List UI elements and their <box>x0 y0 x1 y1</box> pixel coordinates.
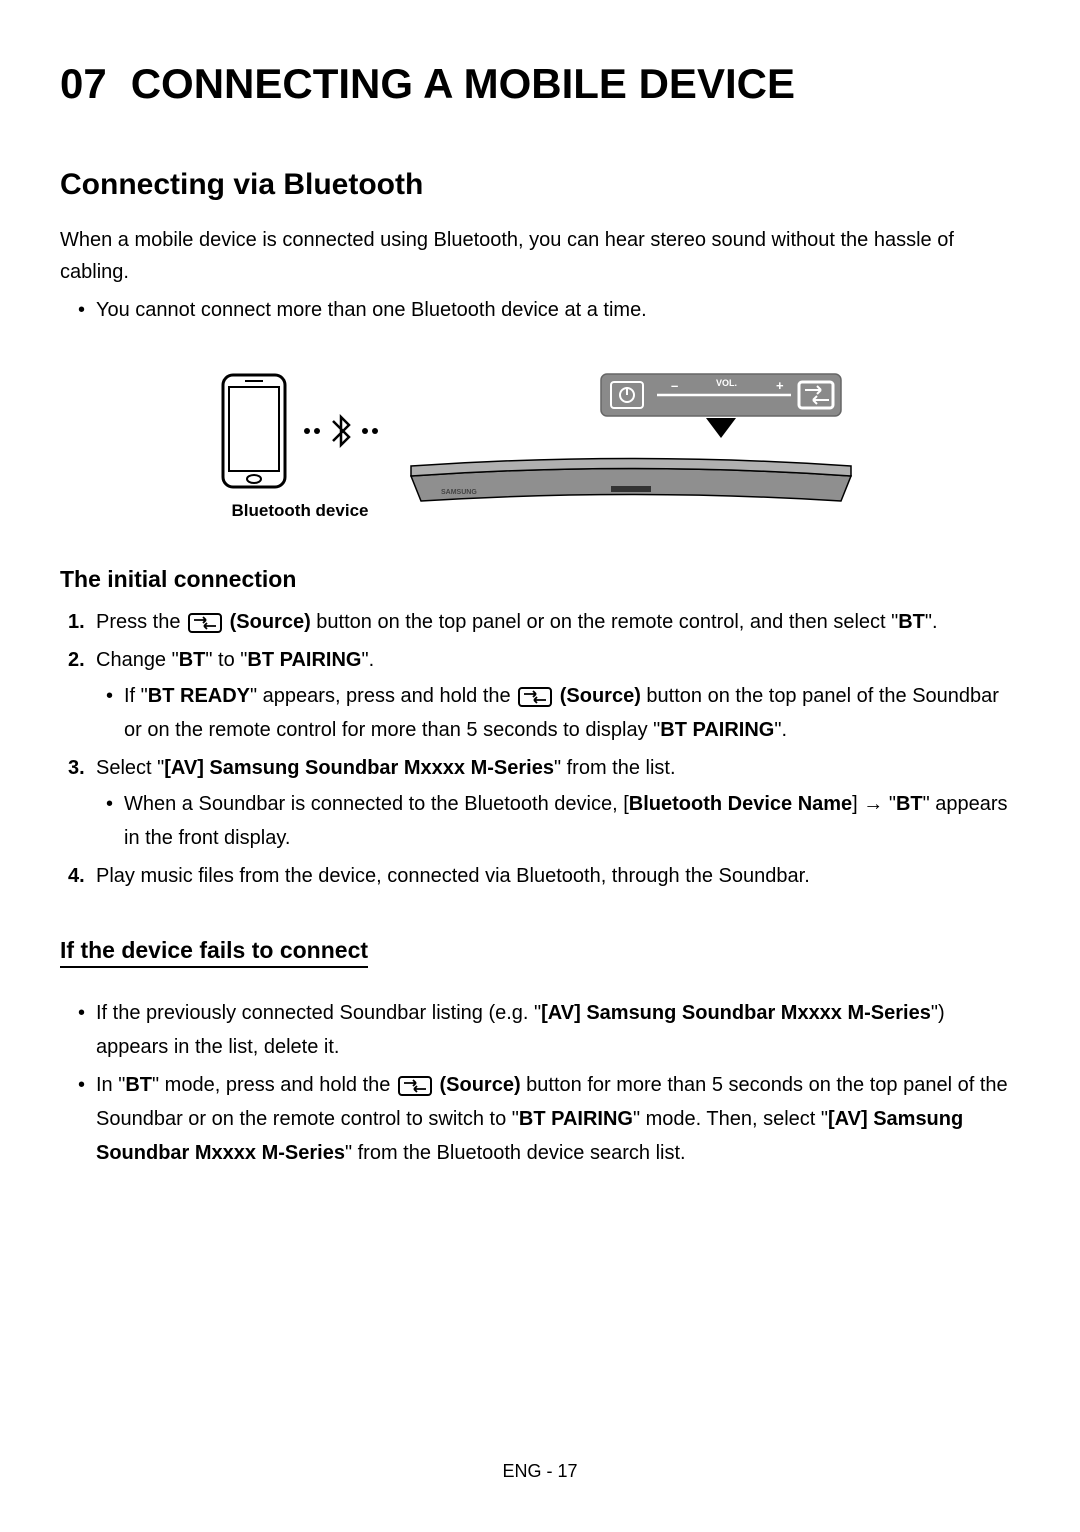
fail-list: If the previously connected Soundbar lis… <box>60 996 1020 1170</box>
step1-text-c: ". <box>925 611 938 633</box>
source-label-2: (Source) <box>560 685 641 707</box>
bt-pairing-text-2: BT PAIRING <box>660 719 774 741</box>
bt-ready-text: BT READY <box>148 685 250 707</box>
bt-text-2: BT <box>179 649 206 671</box>
step-3: 3. Select "[AV] Samsung Soundbar Mxxxx M… <box>96 751 1020 855</box>
page-footer: ENG - 17 <box>0 1461 1080 1482</box>
chapter-title: 07 CONNECTING A MOBILE DEVICE <box>60 60 1020 108</box>
samsung-label: SAMSUNG <box>441 489 477 496</box>
step-2: 2. Change "BT" to "BT PAIRING". If "BT R… <box>96 643 1020 747</box>
initial-steps: 1. Press the (Source) button on the top … <box>60 605 1020 893</box>
fail2-d: " mode. Then, select " <box>633 1108 828 1130</box>
fail2-a: In " <box>96 1074 125 1096</box>
step3-text-b: " from the list. <box>554 757 676 779</box>
fail-item-1: If the previously connected Soundbar lis… <box>96 996 1020 1064</box>
step4-text: Play music files from the device, connec… <box>96 865 810 887</box>
chapter-title-text: CONNECTING A MOBILE DEVICE <box>131 60 795 107</box>
fail1-a: If the previously connected Soundbar lis… <box>96 1002 541 1024</box>
fail-connect-title: If the device fails to connect <box>60 937 368 968</box>
step2-text-c: ". <box>361 649 374 671</box>
intro-note: You cannot connect more than one Bluetoo… <box>96 294 1020 326</box>
av-samsung-text: [AV] Samsung Soundbar Mxxxx M-Series <box>164 757 554 779</box>
step2-sub-item: If "BT READY" appears, press and hold th… <box>124 679 1020 747</box>
source-icon <box>518 687 552 707</box>
step1-text-b: button on the top panel or on the remote… <box>311 611 899 633</box>
source-icon <box>398 1076 432 1096</box>
bt-text-4: BT <box>125 1074 152 1096</box>
initial-connection-title: The initial connection <box>60 566 1020 593</box>
fail2-e: " from the Bluetooth device search list. <box>345 1142 686 1164</box>
step3-text-a: Select " <box>96 757 164 779</box>
svg-text:+: + <box>776 378 784 393</box>
av-samsung-text-2: [AV] Samsung Soundbar Mxxxx M-Series <box>541 1002 931 1024</box>
phone-icon <box>219 371 289 491</box>
intro-text: When a mobile device is connected using … <box>60 224 1020 288</box>
section-title: Connecting via Bluetooth <box>60 168 1020 202</box>
chapter-number: 07 <box>60 60 107 107</box>
bt-text: BT <box>898 611 925 633</box>
step1-text-a: Press the <box>96 611 186 633</box>
bluetooth-dots-icon <box>301 411 381 451</box>
step2-sub-b: " appears, press and hold the <box>250 685 516 707</box>
phone-wrapper: Bluetooth device <box>219 371 381 521</box>
svg-text:–: – <box>671 378 678 393</box>
bluetooth-diagram: Bluetooth device – VOL. + SAMSUNG <box>60 366 1020 526</box>
source-icon <box>188 613 222 633</box>
step2-sub-a: If " <box>124 685 148 707</box>
bt-pairing-text: BT PAIRING <box>247 649 361 671</box>
step-4: 4. Play music files from the device, con… <box>96 859 1020 893</box>
step2-text-a: Change " <box>96 649 179 671</box>
step2-text-b: " to " <box>205 649 247 671</box>
bt-device-name-text: Bluetooth Device Name <box>629 793 852 815</box>
intro-note-list: You cannot connect more than one Bluetoo… <box>60 294 1020 326</box>
phone-label: Bluetooth device <box>219 501 381 521</box>
source-label-3: (Source) <box>440 1074 521 1096</box>
bt-text-3: BT <box>896 793 923 815</box>
source-label: (Source) <box>230 611 311 633</box>
fail-item-2: In "BT" mode, press and hold the (Source… <box>96 1068 1020 1170</box>
step-1: 1. Press the (Source) button on the top … <box>96 605 1020 639</box>
step2-sub: If "BT READY" appears, press and hold th… <box>96 679 1020 747</box>
soundbar-icon: – VOL. + SAMSUNG <box>401 366 861 526</box>
step2-sub-d: ". <box>774 719 787 741</box>
bt-pairing-text-3: BT PAIRING <box>519 1108 633 1130</box>
step3-sub: When a Soundbar is connected to the Blue… <box>96 787 1020 855</box>
step3-sub-b: ] → " <box>852 793 896 815</box>
step3-sub-a: When a Soundbar is connected to the Blue… <box>124 793 629 815</box>
step3-sub-item: When a Soundbar is connected to the Blue… <box>124 787 1020 855</box>
fail2-b: " mode, press and hold the <box>152 1074 396 1096</box>
vol-label: VOL. <box>716 378 737 388</box>
